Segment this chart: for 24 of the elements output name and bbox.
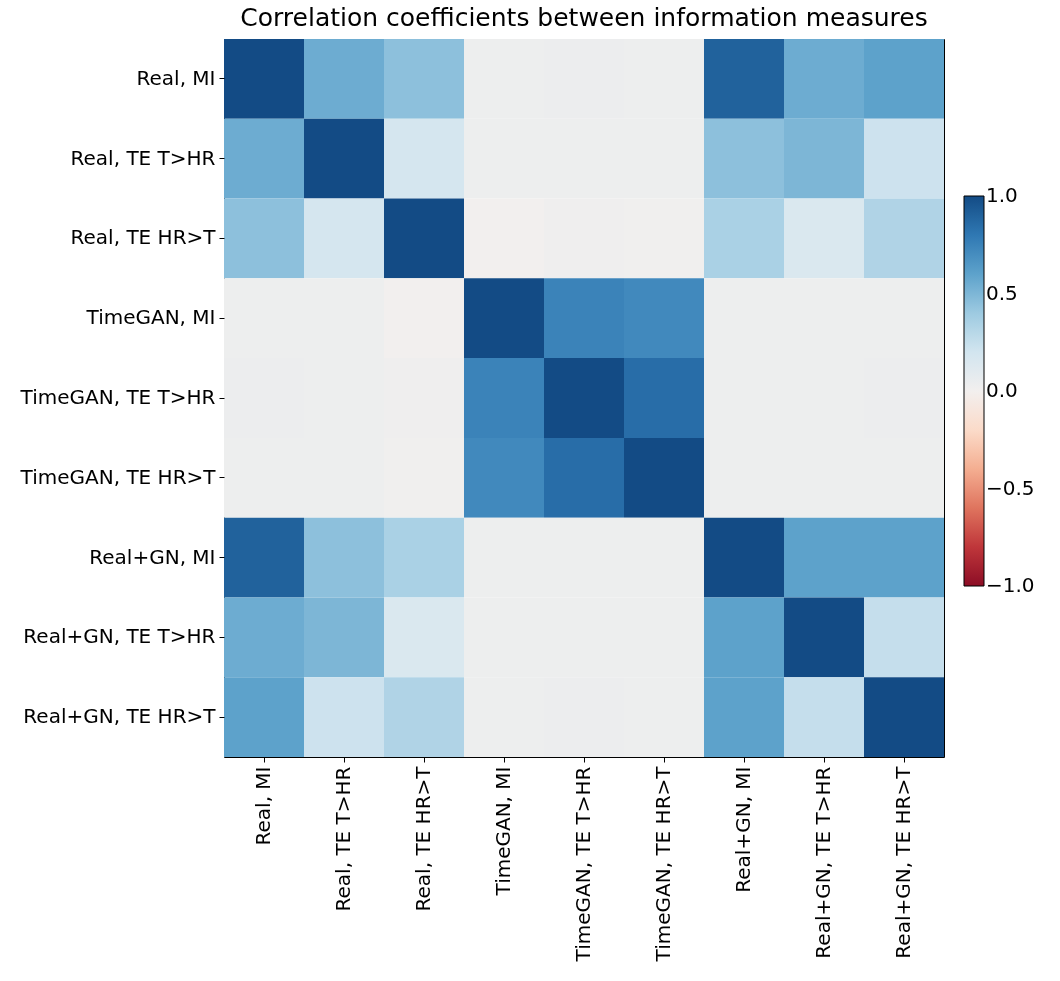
x-tick-label: TimeGAN, TE T>HR [571,766,595,963]
y-tick-label: TimeGAN, TE HR>T [19,464,217,489]
y-tick-label: Real+GN, TE T>HR [23,624,216,649]
x-tick-label: Real+GN, TE HR>T [891,765,915,959]
x-tick-label: Real, TE HR>T [411,765,435,912]
y-tick-label: TimeGAN, MI [85,305,216,330]
x-tick-label: TimeGAN, TE HR>T [651,765,675,963]
y-tick-label: Real, TE T>HR [70,145,216,170]
y-tick-label: Real+GN, TE HR>T [23,704,217,729]
y-tick-label: Real, MI [136,65,216,90]
color-bar-label: 0.5 [986,280,1018,305]
x-tick-label: Real+GN, MI [731,766,755,893]
color-bar-label: −1.0 [986,573,1035,597]
color-bar-label: 0.0 [986,378,1018,402]
color-bar-label: 1.0 [986,183,1018,207]
chart-title: Correlation coefficients between information measures [240,3,928,32]
color-bar-label: −0.5 [986,475,1035,500]
x-tick-label: Real+GN, TE T>HR [811,766,835,959]
x-tick-label: TimeGAN, MI [491,766,515,897]
x-tick-label: Real, MI [251,766,275,846]
x-tick-label: Real, TE T>HR [331,766,355,912]
y-tick-label: TimeGAN, TE T>HR [19,385,216,409]
y-tick-label: Real, TE HR>T [70,225,217,250]
y-tick-label: Real+GN, MI [89,544,216,569]
